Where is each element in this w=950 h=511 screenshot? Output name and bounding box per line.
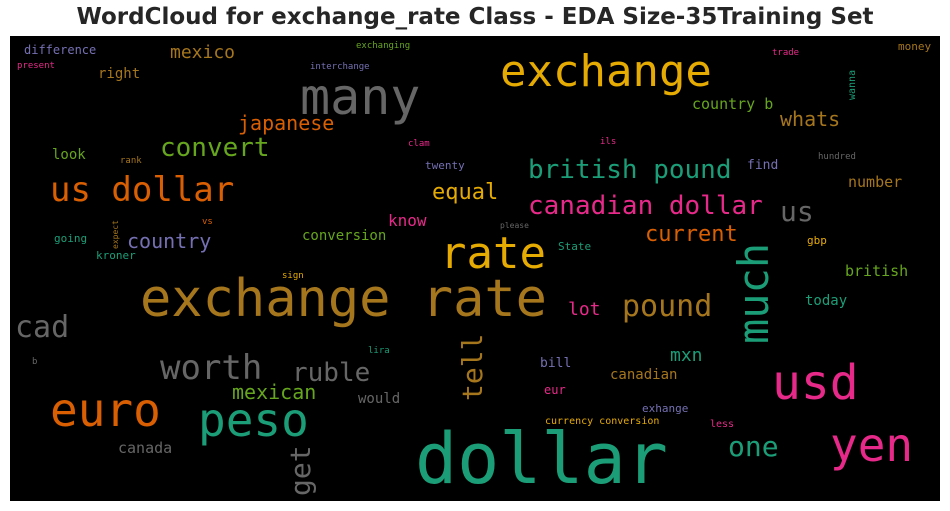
- word-conversion: conversion: [302, 228, 386, 244]
- word-exchanging: exchanging: [356, 41, 410, 51]
- word-rank: rank: [120, 156, 142, 166]
- word-peso: peso: [198, 393, 309, 447]
- word-one: one: [728, 430, 779, 463]
- chart-title: WordCloud for exchange_rate Class - EDA …: [76, 4, 874, 30]
- word-right: right: [98, 66, 140, 82]
- word-lot: lot: [568, 299, 601, 320]
- word-b: b: [32, 357, 37, 367]
- word-british: british: [845, 262, 908, 280]
- word-many: many: [300, 68, 420, 126]
- wordcloud-background: [10, 36, 940, 501]
- word-whats: whats: [780, 107, 840, 131]
- word-look: look: [52, 147, 86, 163]
- word-get: get: [284, 445, 317, 496]
- word-british-pound: british pound: [528, 155, 732, 185]
- word-wanna: wanna: [847, 70, 858, 100]
- word-yen: yen: [830, 418, 913, 472]
- word-tell: tell: [456, 334, 489, 401]
- word-less: less: [710, 419, 734, 430]
- wordcloud-words: dollar exchange rate many exchange usd yen eur…: [15, 40, 931, 500]
- word-cad: cad: [15, 310, 69, 345]
- word-state: State: [558, 240, 591, 253]
- word-ruble: ruble: [292, 358, 370, 388]
- word-current: current: [645, 222, 738, 247]
- word-clam: clam: [408, 139, 430, 149]
- word-canadian: canadian: [610, 367, 677, 383]
- word-find: find: [747, 158, 778, 173]
- word-expect: expect: [111, 220, 120, 249]
- word-know: know: [388, 211, 427, 230]
- word-pound: pound: [622, 289, 712, 324]
- word-euro: euro: [50, 383, 161, 437]
- word-exchange: exchange: [500, 46, 712, 97]
- word-gbp: gbp: [807, 234, 827, 247]
- word-much: much: [729, 243, 778, 344]
- word-exhange: exhange: [642, 402, 688, 415]
- word-mxn: mxn: [670, 345, 703, 366]
- word-please: please: [500, 221, 529, 230]
- word-eur: eur: [544, 383, 566, 397]
- word-number: number: [848, 173, 902, 191]
- word-kroner: kroner: [96, 249, 136, 262]
- word-mexico: mexico: [170, 42, 235, 63]
- word-currency-conversion: currency conversion: [545, 416, 659, 427]
- word-exchange-rate: exchange rate: [140, 269, 547, 329]
- word-dollar: dollar: [415, 418, 668, 500]
- word-today: today: [805, 293, 847, 309]
- word-japanese: japanese: [238, 111, 334, 135]
- word-worth: worth: [160, 348, 262, 388]
- word-money: money: [898, 40, 931, 53]
- word-rate: rate: [440, 228, 546, 279]
- word-country-b: country b: [692, 95, 773, 113]
- word-equal: equal: [432, 180, 498, 205]
- word-would: would: [358, 391, 400, 407]
- word-us-dollar: us dollar: [50, 170, 234, 210]
- word-trade: trade: [772, 48, 799, 58]
- word-present: present: [17, 61, 55, 71]
- word-bill: bill: [540, 356, 571, 371]
- word-mexican: mexican: [232, 380, 316, 404]
- word-canadian-dollar: canadian dollar: [528, 191, 763, 221]
- word-ils: ils: [600, 137, 616, 147]
- word-sign: sign: [282, 271, 304, 281]
- word-interchange: interchange: [310, 62, 370, 72]
- word-country: country: [127, 229, 211, 253]
- word-difference: difference: [24, 43, 96, 57]
- wordcloud-canvas: dollar exchange rate many exchange usd yen eur…: [10, 36, 940, 501]
- word-canada: canada: [118, 439, 172, 457]
- word-us: us: [780, 195, 814, 228]
- word-hundred: hundred: [818, 152, 856, 162]
- word-twenty: twenty: [425, 159, 465, 172]
- word-going: going: [54, 232, 87, 245]
- word-vs: vs: [202, 217, 213, 227]
- word-usd: usd: [772, 355, 859, 411]
- word-convert: convert: [160, 133, 270, 163]
- word-lira: lira: [368, 346, 390, 356]
